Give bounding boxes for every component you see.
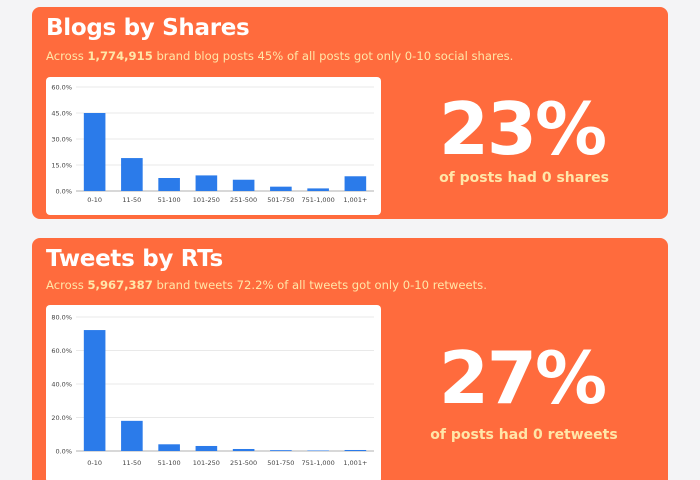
- blogs-x-tick-label: 751-1,000: [301, 196, 334, 204]
- tweets-y-tick-label: 0.0%: [55, 447, 72, 455]
- tweets-bar: [270, 450, 292, 451]
- tweets-x-tick-label: 751-1,000: [301, 459, 334, 467]
- tweets-x-tick-label: 251-500: [230, 459, 257, 467]
- blogs-title: Blogs by Shares: [46, 15, 250, 41]
- tweets-bar: [232, 448, 255, 451]
- blogs-y-tick-label: 60.0%: [51, 83, 72, 91]
- blogs-bar: [121, 158, 143, 191]
- blogs-subtitle-post: brand blog posts 45% of all posts got on…: [152, 49, 514, 63]
- tweets-x-tick-label: 101-250: [193, 459, 220, 467]
- tweets-count: 5,967,387: [87, 278, 153, 292]
- tweets-chart-svg: 0.0% 20.0% 40.0% 60.0% 80.0% 0-10 11-50 51-100 1…: [51, 313, 374, 467]
- blogs-x-tick-label: 1,001+: [343, 196, 367, 204]
- tweets-x-tick-label: 51-100: [158, 459, 181, 467]
- tweets-bar: [121, 420, 143, 451]
- tweets-x-tick-label: 0-10: [87, 459, 102, 467]
- tweets-y-tick-label: 80.0%: [51, 313, 72, 321]
- tweets-y-tick-label: 60.0%: [51, 347, 72, 355]
- blogs-x-tick-label: 0-10: [87, 196, 102, 204]
- tweets-subtitle-pre: Across: [46, 278, 88, 292]
- tweets-big-stat: 27%: [438, 336, 607, 420]
- tweets-card: Tweets by RTs Across 5,967,387 brand twe…: [32, 238, 668, 480]
- blogs-card: Blogs by Shares Across 1,774,915 brand b…: [32, 7, 668, 219]
- tweets-stat-caption: of posts had 0 retweets: [430, 427, 618, 443]
- blogs-x-tick-label: 11-50: [122, 196, 141, 204]
- tweets-y-tick-label: 20.0%: [51, 414, 72, 422]
- blogs-bar: [158, 178, 180, 191]
- blogs-y-tick-label: 15.0%: [51, 161, 72, 169]
- tweets-bar: [344, 449, 367, 451]
- blogs-chart: 0.0% 15.0% 30.0% 45.0% 60.0% 0-10 11-50 51-100 1…: [46, 77, 381, 215]
- tweets-x-tick-label: 11-50: [122, 459, 141, 467]
- tweets-title: Tweets by RTs: [46, 246, 223, 272]
- tweets-bar: [195, 445, 218, 451]
- tweets-x-tick-label: 1,001+: [343, 459, 367, 467]
- blogs-bar: [195, 175, 218, 191]
- blogs-y-tick-label: 45.0%: [51, 109, 72, 117]
- blogs-bar: [83, 113, 106, 191]
- tweets-subtitle: Across 5,967,387 brand tweets 72.2% of a…: [46, 278, 487, 292]
- blogs-post-count: 1,774,915: [87, 49, 153, 63]
- tweets-subtitle-post: brand tweets 72.2% of all tweets got onl…: [152, 278, 487, 292]
- blogs-bar: [307, 188, 329, 191]
- tweets-bar: [307, 450, 329, 451]
- blogs-x-tick-label: 51-100: [158, 196, 181, 204]
- blogs-big-stat: 23%: [438, 87, 607, 171]
- tweets-bar: [158, 444, 180, 451]
- blogs-bar: [232, 179, 255, 191]
- tweets-x-tick-label: 501-750: [267, 459, 294, 467]
- blogs-x-tick-label: 501-750: [267, 196, 294, 204]
- blogs-stat-caption: of posts had 0 shares: [439, 170, 609, 186]
- tweets-y-tick-label: 40.0%: [51, 380, 72, 388]
- blogs-x-tick-label: 101-250: [193, 196, 220, 204]
- tweets-chart: 0.0% 20.0% 40.0% 60.0% 80.0% 0-10 11-50 51-100 1…: [46, 305, 381, 480]
- blogs-chart-svg: 0.0% 15.0% 30.0% 45.0% 60.0% 0-10 11-50 51-100 1…: [51, 83, 374, 204]
- tweets-bar: [83, 330, 106, 451]
- blogs-x-tick-label: 251-500: [230, 196, 257, 204]
- blogs-bar: [344, 176, 367, 191]
- blogs-subtitle-pre: Across: [46, 49, 88, 63]
- blogs-subtitle: Across 1,774,915 brand blog posts 45% of…: [46, 49, 513, 63]
- blogs-y-tick-label: 0.0%: [55, 187, 72, 195]
- blogs-bar: [270, 186, 292, 191]
- blogs-y-tick-label: 30.0%: [51, 135, 72, 143]
